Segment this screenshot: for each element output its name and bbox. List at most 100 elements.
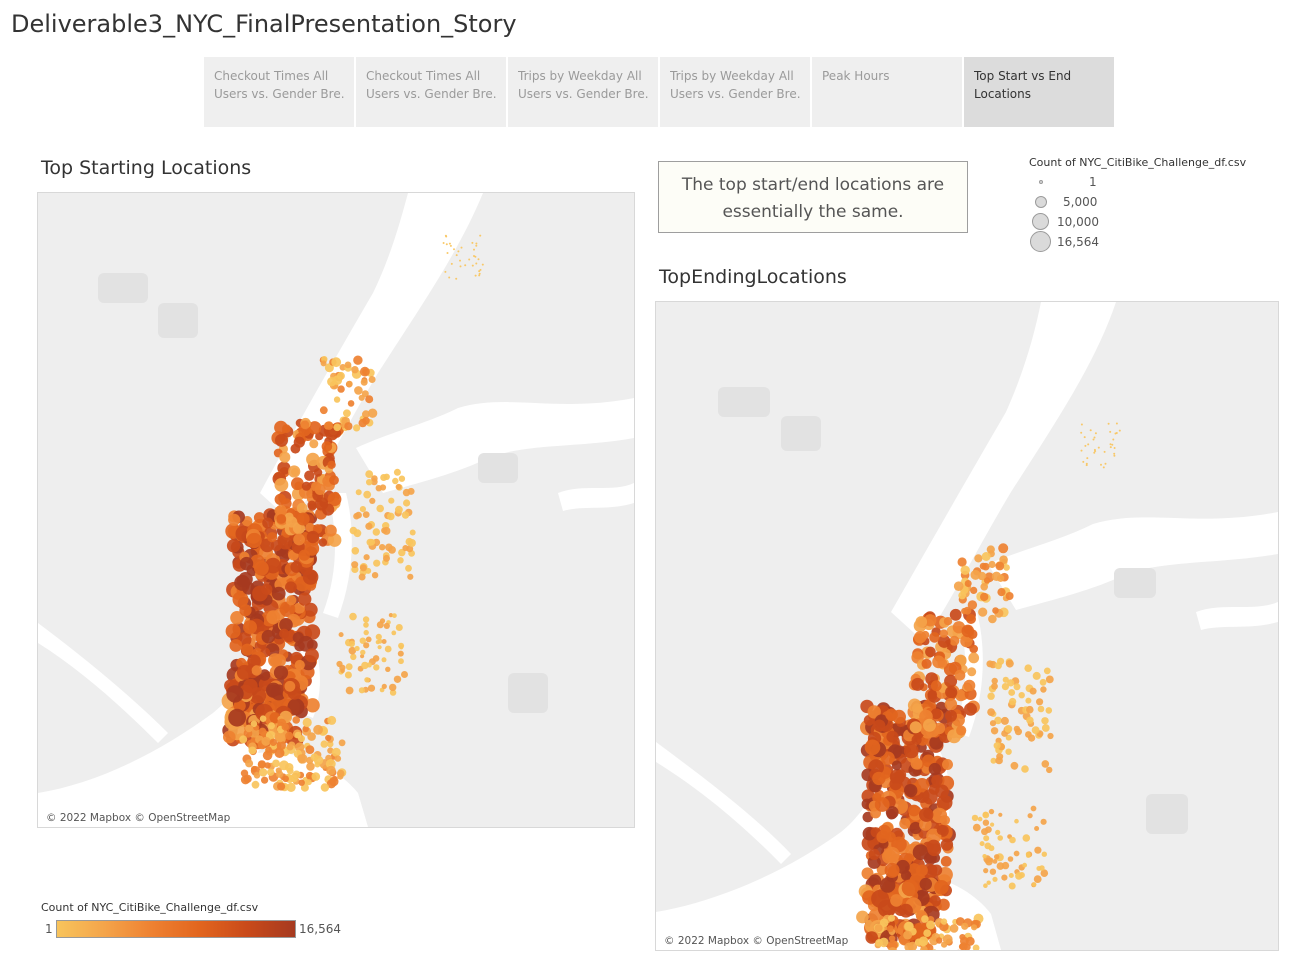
station-marker[interactable] [250,720,258,728]
station-marker[interactable] [993,742,1001,750]
station-marker[interactable] [455,254,458,257]
station-marker[interactable] [965,936,975,946]
station-marker[interactable] [982,811,988,817]
station-marker[interactable] [1115,422,1118,425]
station-marker[interactable] [296,512,310,526]
station-marker[interactable] [868,874,882,887]
station-marker[interactable] [304,470,315,481]
station-marker[interactable] [229,639,243,652]
station-marker[interactable] [991,682,998,690]
station-marker[interactable] [294,659,305,671]
station-marker[interactable] [297,754,306,763]
station-marker[interactable] [1092,438,1095,441]
station-marker[interactable] [867,855,881,869]
station-marker[interactable] [1102,466,1105,469]
station-marker[interactable] [923,718,936,732]
station-marker[interactable] [298,592,312,606]
station-marker[interactable] [885,806,899,819]
station-marker[interactable] [981,552,991,561]
station-marker[interactable] [923,929,932,937]
station-marker[interactable] [932,655,945,669]
station-marker[interactable] [298,549,310,561]
station-marker[interactable] [253,512,265,524]
station-marker[interactable] [1100,463,1102,466]
station-marker[interactable] [1002,676,1009,683]
station-marker[interactable] [988,808,995,815]
story-point-checkout-times-1[interactable]: Checkout Times All Users vs. Gender Bre.… [204,57,354,127]
station-marker[interactable] [992,859,998,864]
station-marker[interactable] [351,547,360,555]
station-marker[interactable] [362,410,370,419]
station-marker[interactable] [279,451,291,463]
station-marker[interactable] [1041,851,1047,857]
station-marker[interactable] [1014,818,1019,824]
station-marker[interactable] [327,377,337,387]
station-marker[interactable] [291,477,304,491]
station-marker[interactable] [239,735,248,744]
station-marker[interactable] [268,722,275,730]
station-marker[interactable] [901,879,919,897]
station-marker[interactable] [313,724,323,735]
station-marker[interactable] [267,532,278,543]
station-marker[interactable] [874,924,883,933]
station-marker[interactable] [929,895,941,907]
station-marker[interactable] [267,684,280,697]
station-marker[interactable] [475,242,478,245]
station-marker[interactable] [385,543,393,552]
start-locations-map[interactable]: © 2022 Mapbox © OpenStreetMap [37,192,635,828]
station-marker[interactable] [247,654,261,668]
station-marker[interactable] [468,258,471,261]
station-marker[interactable] [232,591,249,608]
station-marker[interactable] [953,581,964,591]
station-marker[interactable] [987,708,995,716]
station-marker[interactable] [986,880,991,885]
station-marker[interactable] [933,722,946,734]
station-marker[interactable] [992,876,998,882]
station-marker[interactable] [304,624,321,640]
station-marker[interactable] [936,825,947,836]
station-marker[interactable] [961,607,968,615]
station-marker[interactable] [393,675,402,683]
station-marker[interactable] [449,244,452,247]
station-marker[interactable] [313,468,323,477]
station-marker[interactable] [395,505,403,514]
station-marker[interactable] [391,630,397,636]
station-marker[interactable] [389,683,397,692]
station-marker[interactable] [313,755,324,765]
station-marker[interactable] [273,665,289,680]
station-marker[interactable] [1045,675,1054,684]
station-marker[interactable] [943,617,953,626]
station-marker[interactable] [388,497,395,504]
station-marker[interactable] [908,804,920,817]
station-marker[interactable] [999,555,1008,564]
station-marker[interactable] [363,554,370,561]
station-marker[interactable] [350,653,357,661]
station-marker[interactable] [961,922,969,930]
station-marker[interactable] [879,918,889,927]
station-marker[interactable] [1028,734,1036,742]
station-marker[interactable] [972,823,981,832]
station-marker[interactable] [360,378,368,386]
station-marker[interactable] [347,400,355,407]
station-marker[interactable] [365,522,373,530]
station-marker[interactable] [1013,725,1021,733]
station-marker[interactable] [261,776,269,784]
station-marker[interactable] [1085,464,1088,467]
station-marker[interactable] [344,671,352,679]
station-marker[interactable] [1094,450,1097,453]
station-marker[interactable] [1041,724,1050,732]
station-marker[interactable] [398,475,406,482]
station-marker[interactable] [370,478,378,486]
station-marker[interactable] [271,586,286,601]
station-marker[interactable] [353,424,361,432]
station-marker[interactable] [1113,447,1116,449]
station-marker[interactable] [912,844,929,861]
station-marker[interactable] [856,910,869,924]
station-marker[interactable] [381,639,387,644]
station-marker[interactable] [885,708,898,722]
station-marker[interactable] [969,644,978,654]
station-marker[interactable] [921,915,929,923]
station-marker[interactable] [407,539,416,547]
station-marker[interactable] [363,622,369,628]
station-marker[interactable] [939,921,949,932]
